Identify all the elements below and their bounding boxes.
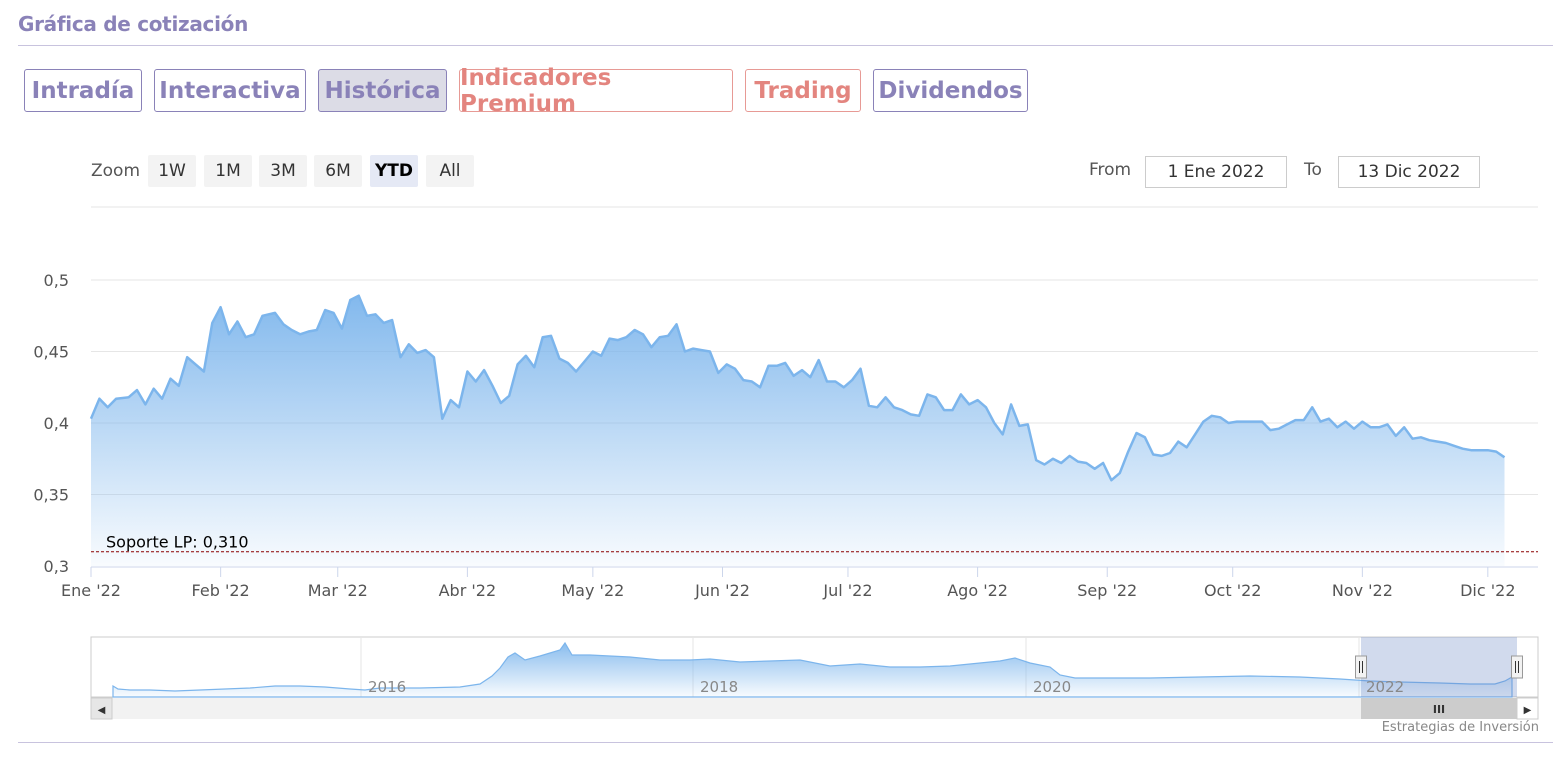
tab-intradia[interactable]: Intradía [24,69,142,112]
support-line-label: Soporte LP: 0,310 [106,533,249,552]
navigator-year-label: 2020 [1033,678,1071,696]
price-area [91,295,1505,566]
section-title: Gráfica de cotización [18,12,249,36]
y-tick-label: 0,35 [33,486,69,505]
x-tick-label: Dic '22 [1460,581,1515,600]
x-tick-label: Abr '22 [439,581,497,600]
navigator-year-label: 2018 [700,678,738,696]
tab-historica[interactable]: Histórica [318,69,447,112]
title-divider [18,45,1553,46]
tab-indicadores-premium[interactable]: Indicadores Premium [459,65,733,117]
price-line [89,294,1506,482]
scrollbar-grip: III [1433,703,1445,716]
x-tick-label: Mar '22 [308,581,368,600]
from-label: From [1089,160,1132,180]
navigator-selection[interactable] [1361,637,1517,697]
navigator-history-area [112,641,1513,698]
x-tick-label: Nov '22 [1332,581,1393,600]
from-date-input[interactable]: 1 Ene 2022 [1145,156,1287,188]
navigator-frame [90,636,1539,698]
zoom-all-button[interactable]: All [426,155,474,187]
navigator-year-label: 2022 [1366,678,1404,696]
navigator-scrollbar[interactable]: III ◀ ▶ [90,697,1539,720]
zoom-ytd-button[interactable]: YTD [370,155,418,187]
tab-interactiva[interactable]: Interactiva [154,69,306,112]
zoom-6m-button[interactable]: 6M [314,155,362,187]
zoom-1m-button[interactable]: 1M [204,155,252,187]
y-tick-label: 0,45 [33,343,69,362]
y-axis-labels: 0,3 0,35 0,4 0,45 0,5 [33,271,69,576]
x-tick-label: May '22 [561,581,624,600]
navigator-gridlines [360,637,1360,697]
x-tick-label: Feb '22 [192,581,250,600]
scroll-left-button[interactable] [90,697,113,720]
y-tick-label: 0,4 [44,414,69,433]
x-axis-labels: Ene '22 Feb '22 Mar '22 Abr '22 May '22 Jun '… [61,567,1516,600]
scroll-right-button[interactable] [1516,697,1539,720]
y-tick-label: 0,3 [44,557,69,576]
zoom-1w-button[interactable]: 1W [148,155,196,187]
tab-dividendos[interactable]: Dividendos [873,69,1028,112]
x-tick-label: Sep '22 [1077,581,1137,600]
scroll-left-icon: ◀ [98,705,106,716]
y-tick-label: 0,5 [44,271,69,290]
navigator-year-labels: 2016 2018 2020 2022 [368,678,1404,696]
chart-credits[interactable]: Estrategias de Inversión [1381,720,1539,735]
y-gridlines [91,279,1538,495]
navigator-handle-right[interactable] [1511,655,1523,679]
scroll-right-icon: ▶ [1524,705,1532,716]
x-tick-label: Oct '22 [1204,581,1262,600]
x-tick-label: Ago '22 [947,581,1008,600]
scrollbar-track[interactable] [91,698,1538,719]
navigator-year-label: 2016 [368,678,406,696]
navigator[interactable]: 2016 2018 2020 2022 [90,636,1539,698]
to-date-input[interactable]: 13 Dic 2022 [1338,156,1480,188]
x-tick-label: Jun '22 [694,581,750,600]
x-tick-label: Ene '22 [61,581,121,600]
bottom-divider [18,742,1553,743]
to-label: To [1304,160,1322,180]
tab-trading[interactable]: Trading [745,69,861,112]
zoom-3m-button[interactable]: 3M [259,155,307,187]
x-tick-label: Jul '22 [822,581,872,600]
navigator-handle-left[interactable] [1355,655,1367,679]
scrollbar-thumb[interactable] [1361,698,1517,719]
zoom-label: Zoom [91,161,141,181]
